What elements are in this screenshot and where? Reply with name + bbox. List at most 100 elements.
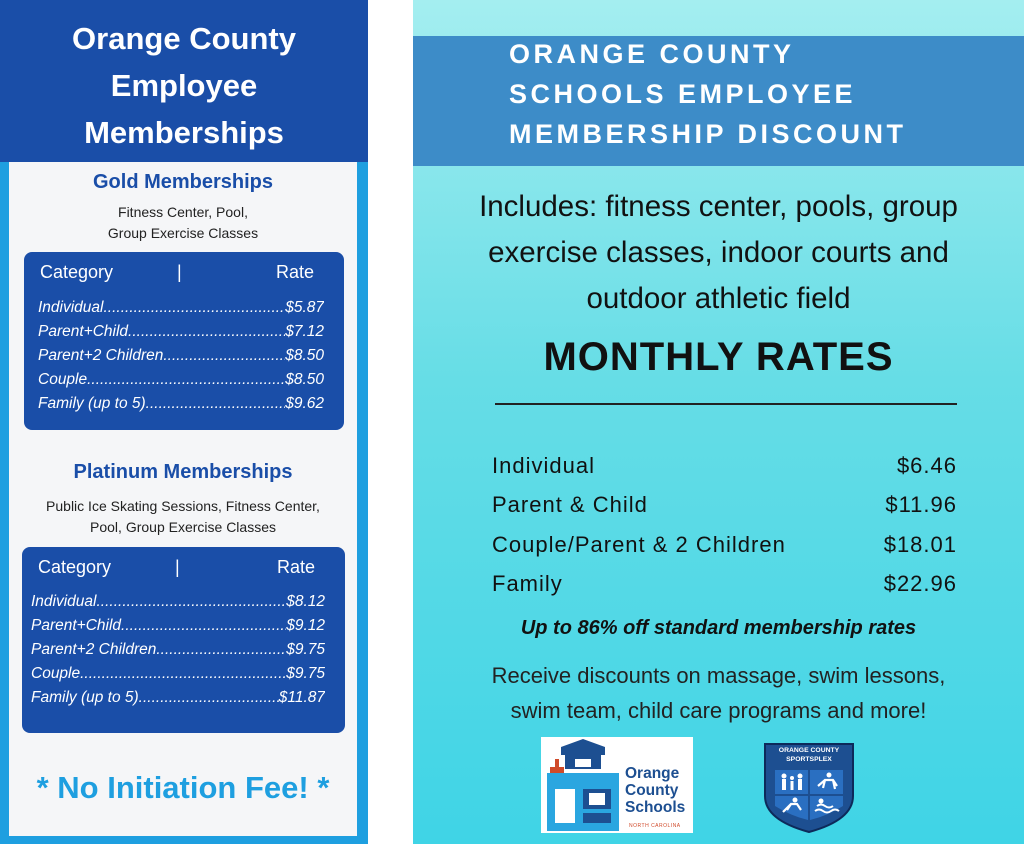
platinum-rate-row: Individual $8.12	[31, 591, 325, 613]
gold-rate-row: Couple $8.50	[38, 369, 324, 391]
discount-note: Up to 86% off standard membership rates	[520, 617, 917, 639]
rate-row-price: $7.12	[285, 323, 324, 340]
rate-row-name: Family (up to 5)	[31, 689, 139, 706]
header-separator: |	[175, 557, 180, 577]
category-column-header: Category	[40, 262, 114, 282]
leader-dots	[97, 591, 287, 613]
includes-text: Includes: fitness center, pools, group e…	[413, 184, 1024, 322]
rate-row-name: Parent+Child	[38, 323, 129, 340]
receive-line-1: Receive discounts on massage, swim lesso…	[491, 663, 946, 688]
platinum-rate-row: Parent+Child $9.12	[31, 615, 325, 637]
ocs-logo-line-2: County	[625, 782, 679, 799]
platinum-memberships-subtitle: Public Ice Skating Sessions, Fitness Cen…	[9, 496, 357, 538]
sportsplex-logo-line-2: SPORTSPLEX	[786, 755, 832, 763]
platinum-memberships-title: Platinum Memberships	[73, 461, 293, 483]
leader-dots	[87, 369, 285, 391]
monthly-rate-name: Parent & Child	[492, 492, 648, 517]
platinum-subtitle-line-2: Pool, Group Exercise Classes	[90, 519, 276, 535]
schoolhouse-icon	[547, 739, 619, 831]
right-title-line-2: SCHOOLS EMPLOYEE	[509, 79, 857, 109]
rate-row-price: $8.12	[286, 593, 325, 610]
left-title-line-3: Memberships	[84, 115, 284, 150]
rate-column-header: Rate	[276, 557, 315, 577]
left-title-line-2: Employee	[110, 68, 258, 103]
shield-icon	[764, 743, 854, 834]
ocs-logo-line-3: Schools	[625, 799, 686, 816]
leader-dots	[80, 663, 286, 685]
gold-rate-row: Parent+2 Children $8.50	[38, 345, 324, 367]
rate-row-name: Individual	[38, 299, 104, 316]
rate-row-price: $9.75	[286, 641, 325, 658]
left-title-line-1: Orange County	[72, 21, 296, 56]
right-panel-header: ORANGE COUNTY SCHOOLS EMPLOYEE MEMBERSHI…	[413, 36, 1024, 166]
gold-memberships-subtitle: Fitness Center, Pool, Group Exercise Cla…	[9, 202, 357, 244]
gold-rate-row: Family (up to 5) $9.62	[38, 393, 324, 415]
gold-rate-row: Individual $5.87	[38, 297, 324, 319]
leader-dots	[121, 615, 286, 637]
includes-line-1: Includes: fitness center, pools, group	[479, 190, 958, 223]
monthly-rates-heading: MONTHLY RATES	[543, 335, 894, 379]
rate-row-price: $9.12	[286, 617, 325, 634]
orange-county-schools-logo: Orange County Schools NORTH CAROLINA	[541, 737, 693, 833]
right-title-line-1: ORANGE COUNTY	[509, 39, 795, 69]
ocs-logo-line-1: Orange	[625, 765, 680, 782]
gold-memberships-title: Gold Memberships	[92, 171, 274, 193]
rate-row-price: $9.62	[285, 395, 324, 412]
platinum-subtitle-line-1: Public Ice Skating Sessions, Fitness Cen…	[46, 498, 320, 514]
rate-row-price: $8.50	[285, 347, 324, 364]
rate-row-price: $9.75	[286, 665, 325, 682]
monthly-rate-name: Couple/Parent & 2 Children	[492, 532, 786, 557]
additional-discounts-text: Receive discounts on massage, swim lesso…	[413, 658, 1024, 728]
ocs-logo-tagline: NORTH CAROLINA	[629, 823, 681, 829]
rate-row-name: Couple	[31, 665, 81, 682]
gold-rate-table: Category | Rate Individual $5.87 Parent+C…	[24, 252, 344, 430]
schools-discount-panel: ORANGE COUNTY SCHOOLS EMPLOYEE MEMBERSHI…	[413, 0, 1024, 844]
monthly-rate-price: $18.01	[883, 532, 957, 557]
includes-line-2: exercise classes, indoor courts and	[488, 236, 949, 269]
monthly-rate-row: Individual $6.46	[492, 453, 957, 479]
rate-row-name: Family (up to 5)	[38, 395, 146, 412]
receive-line-2: swim team, child care programs and more!	[510, 698, 927, 723]
leader-dots	[146, 393, 286, 415]
leader-dots	[128, 321, 285, 343]
rate-row-name: Parent+2 Children	[31, 641, 157, 658]
monthly-rate-row: Family $22.96	[492, 571, 957, 597]
monthly-rate-price: $11.96	[885, 492, 957, 517]
rate-row-name: Parent+2 Children	[38, 347, 164, 364]
platinum-rate-row: Couple $9.75	[31, 663, 325, 685]
platinum-rate-row: Parent+2 Children $9.75	[31, 639, 325, 661]
category-column-header: Category	[38, 557, 112, 577]
monthly-rate-price: $22.96	[883, 571, 957, 596]
gold-rate-row: Parent+Child $7.12	[38, 321, 324, 343]
rate-row-price: $5.87	[285, 299, 324, 316]
includes-line-3: outdoor athletic field	[586, 282, 851, 315]
leader-dots	[156, 639, 286, 661]
rate-row-name: Individual	[31, 593, 97, 610]
sportsplex-logo-line-1: ORANGE COUNTY	[778, 747, 840, 754]
rate-row-name: Parent+Child	[31, 617, 122, 634]
rate-column-header: Rate	[275, 262, 314, 282]
rate-row-name: Couple	[38, 371, 88, 388]
monthly-rate-price: $6.46	[896, 453, 957, 478]
right-title-line-3: MEMBERSHIP DISCOUNT	[509, 119, 907, 149]
no-initiation-fee-banner: * No Initiation Fee! *	[36, 770, 330, 805]
rate-row-price: $8.50	[285, 371, 324, 388]
header-separator: |	[177, 262, 182, 282]
left-panel-body: Gold Memberships Fitness Center, Pool, G…	[9, 162, 357, 836]
sportsplex-logo: ORANGE COUNTY SPORTSPLEX	[763, 742, 855, 834]
gold-subtitle-line-1: Fitness Center, Pool,	[118, 204, 248, 220]
monthly-rate-name: Individual	[492, 453, 595, 478]
monthly-rate-row: Parent & Child $11.96	[492, 492, 957, 518]
rate-row-price: $11.87	[278, 689, 325, 706]
platinum-rate-row: Family (up to 5) $11.87	[31, 687, 325, 709]
platinum-rate-table: Category | Rate Individual $8.12 Parent+C…	[22, 547, 345, 733]
divider	[495, 403, 957, 405]
leader-dots	[163, 345, 285, 367]
monthly-rate-name: Family	[492, 571, 563, 596]
left-panel-header: Orange County Employee Memberships	[0, 0, 368, 162]
leader-dots	[104, 297, 286, 319]
orange-county-memberships-panel: Orange County Employee Memberships Gold …	[0, 0, 368, 844]
gold-subtitle-line-2: Group Exercise Classes	[107, 225, 259, 241]
leader-dots	[139, 687, 279, 709]
monthly-rate-row: Couple/Parent & 2 Children $18.01	[492, 532, 957, 558]
